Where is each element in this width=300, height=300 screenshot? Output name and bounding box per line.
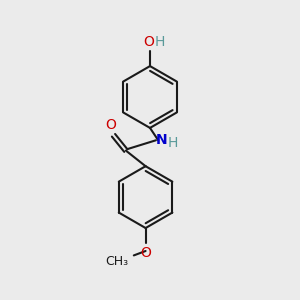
Text: H: H — [168, 136, 178, 150]
Text: H: H — [154, 35, 165, 49]
Text: CH₃: CH₃ — [105, 255, 128, 268]
Text: O: O — [140, 246, 151, 260]
Text: O: O — [106, 118, 117, 132]
Text: O: O — [143, 35, 154, 49]
Text: N: N — [155, 133, 167, 147]
